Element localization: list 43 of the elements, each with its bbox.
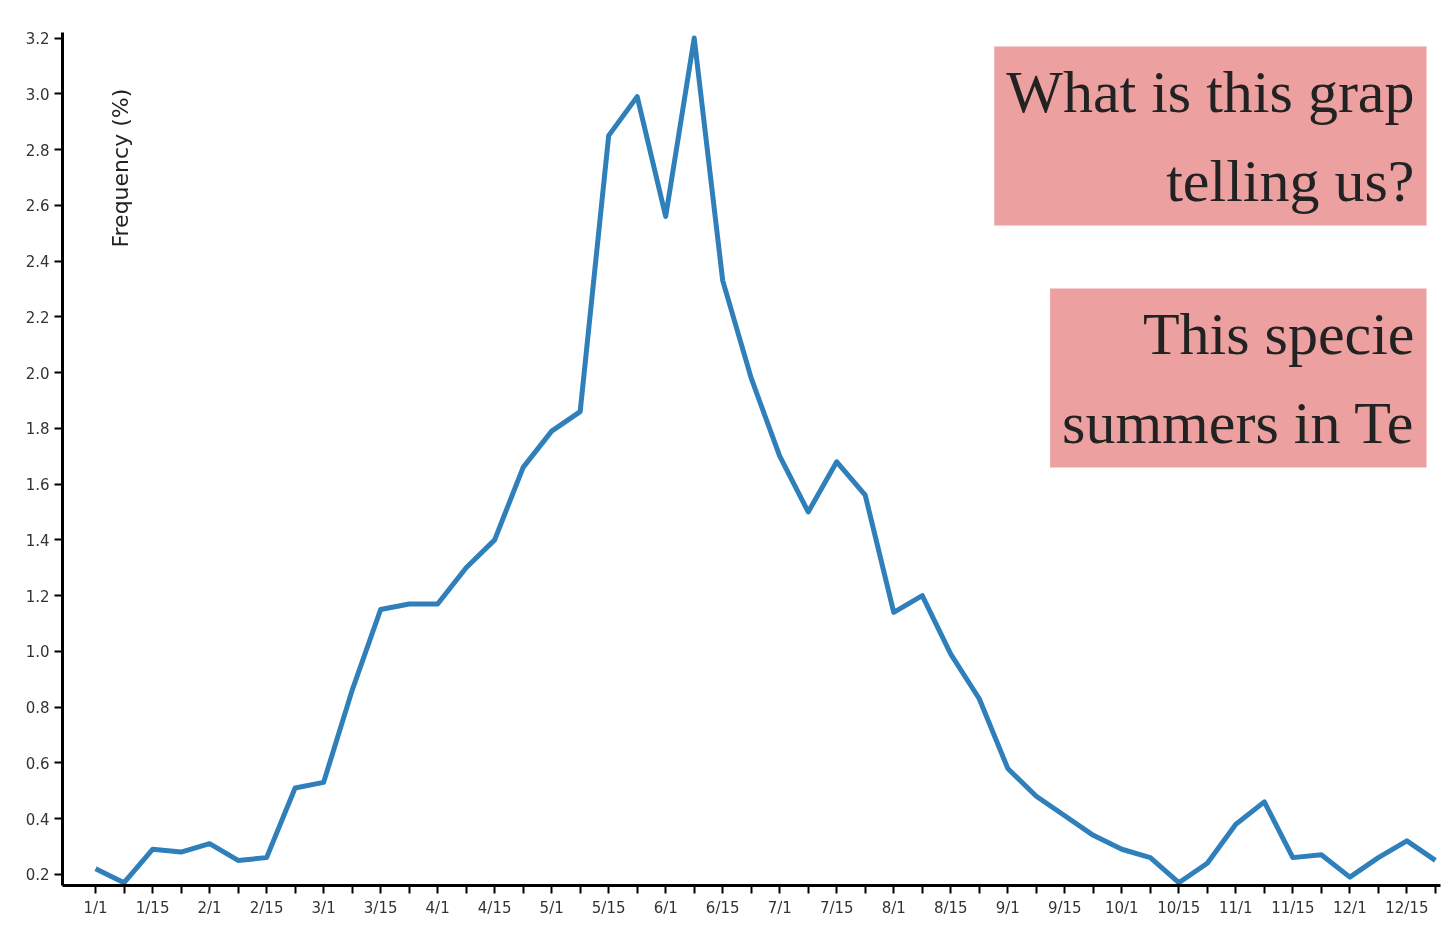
x-tick-label: 2/1 — [197, 898, 222, 917]
x-tick-label: 8/15 — [933, 898, 968, 917]
y-tick-label: 1.0 — [25, 643, 50, 662]
y-tick-label: 2.6 — [25, 197, 50, 216]
x-tick-label: 7/15 — [819, 898, 854, 917]
y-tick-label: 1.2 — [25, 587, 50, 606]
x-tick-label: 11/1 — [1218, 898, 1253, 917]
x-tick-label: 1/15 — [135, 898, 170, 917]
y-tick-label: 2.8 — [25, 141, 50, 160]
x-tick-label: 2/15 — [249, 898, 284, 917]
x-tick-label: 10/1 — [1104, 898, 1139, 917]
y-tick-label: 0.6 — [25, 754, 50, 773]
y-tick-label: 1.8 — [25, 420, 50, 439]
y-axis-title: Frequency (%) — [107, 88, 133, 248]
y-tick-label: 0.2 — [25, 866, 50, 885]
y-tick-label: 2.0 — [25, 364, 50, 383]
x-tick-label: 12/15 — [1385, 898, 1429, 917]
x-tick-label: 7/1 — [767, 898, 792, 917]
y-tick-label: 2.2 — [25, 308, 50, 327]
x-tick-label: 9/15 — [1047, 898, 1082, 917]
y-tick-label: 0.8 — [25, 699, 50, 718]
y-tick-label: 3.2 — [25, 30, 50, 49]
y-tick-label: 2.4 — [25, 253, 50, 272]
x-tick-label: 10/15 — [1157, 898, 1201, 917]
x-tick-label: 1/1 — [83, 898, 108, 917]
x-tick-label: 8/1 — [881, 898, 906, 917]
x-tick-label: 4/15 — [477, 898, 512, 917]
x-tick-label: 12/1 — [1333, 898, 1367, 917]
y-tick-label: 3.0 — [25, 85, 50, 104]
y-tick-label: 1.4 — [25, 531, 50, 550]
x-tick-label: 11/15 — [1271, 898, 1315, 917]
x-tick-label: 6/15 — [705, 898, 740, 917]
x-tick-label: 3/1 — [311, 898, 336, 917]
y-tick-label: 1.6 — [25, 476, 50, 495]
annotation: What is this grap telling us? — [1006, 58, 1415, 214]
x-tick-label: 3/15 — [363, 898, 398, 917]
x-tick-label: 9/1 — [995, 898, 1020, 917]
y-tick-label: 0.4 — [25, 810, 50, 829]
x-tick-label: 6/1 — [653, 898, 678, 917]
annotation: This specie summers in Te — [1062, 300, 1415, 456]
x-tick-label: 5/15 — [591, 898, 626, 917]
x-tick-label: 4/1 — [425, 898, 450, 917]
x-tick-label: 5/1 — [539, 898, 564, 917]
